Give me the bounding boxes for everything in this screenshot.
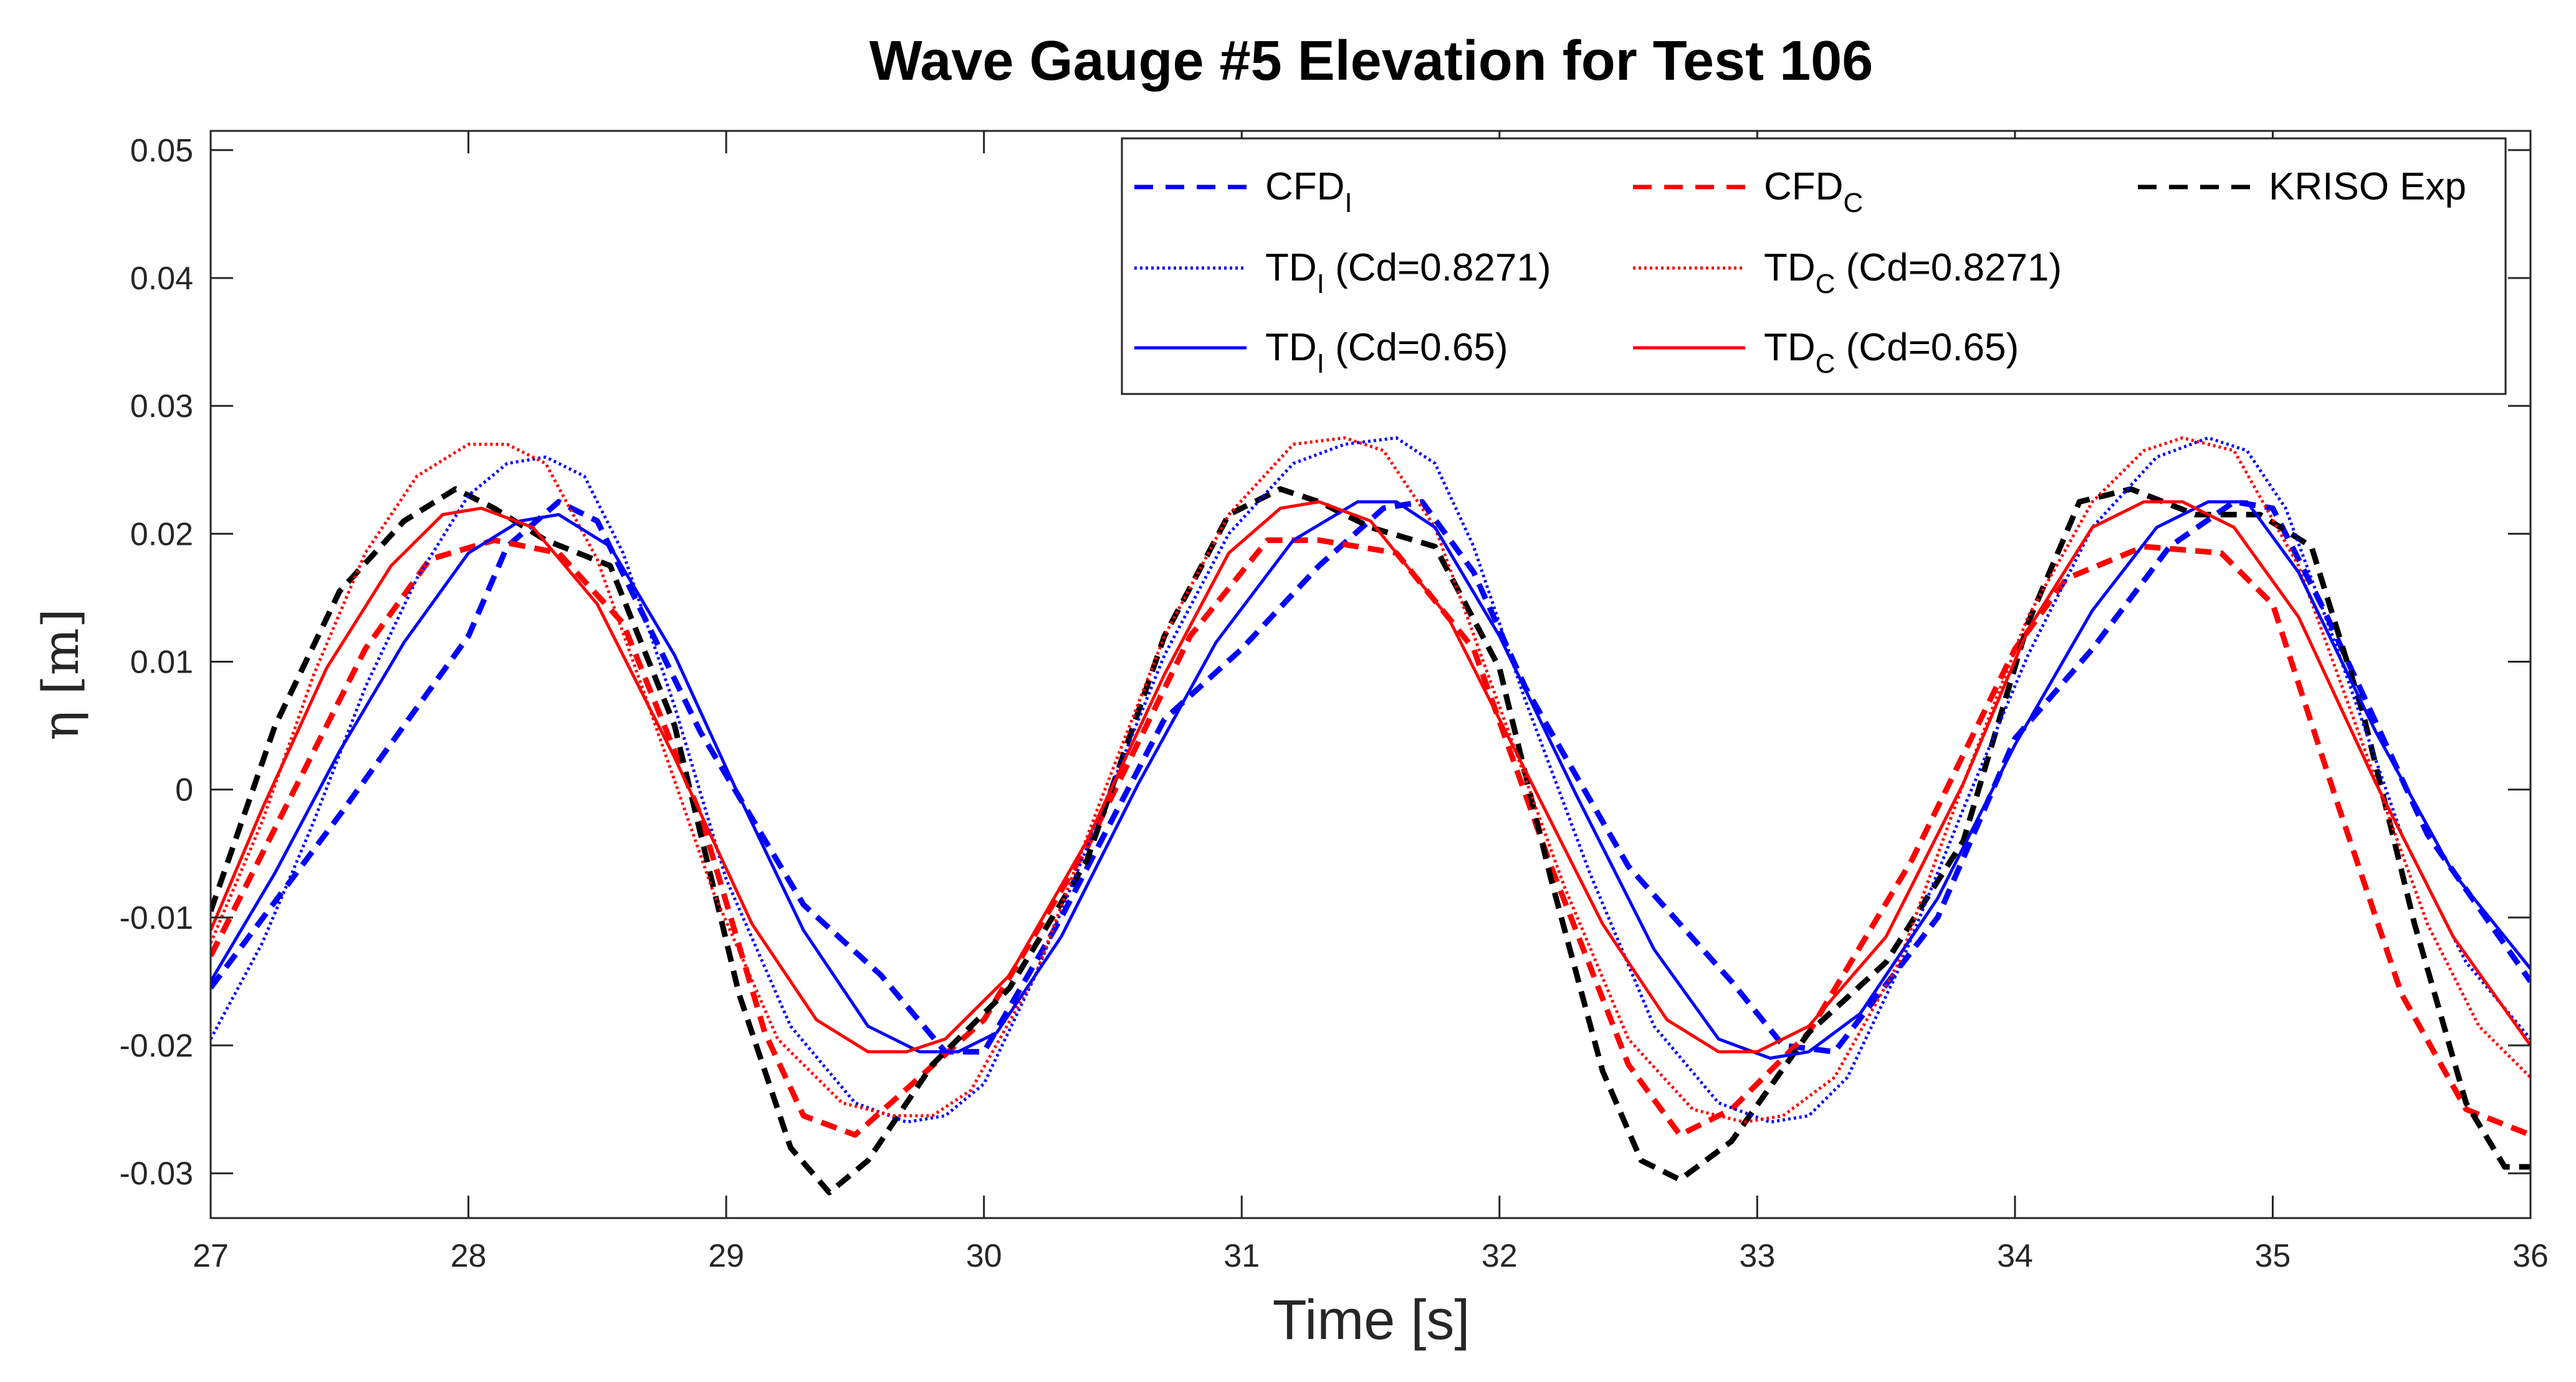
x-tick-label: 35: [2255, 1238, 2291, 1274]
plot-area: [211, 436, 2531, 1196]
x-tick-label: 33: [1739, 1238, 1775, 1274]
series-line-td-i-08271: [211, 436, 2531, 1124]
x-tick-label: 30: [966, 1238, 1002, 1274]
y-tick-label: 0.02: [130, 516, 193, 552]
y-axis-label: η [m]: [32, 608, 90, 741]
y-tick-label: -0.03: [119, 1156, 193, 1192]
x-tick-label: 27: [193, 1238, 229, 1274]
legend-label-kriso-exp: KRISO Exp: [2269, 165, 2466, 208]
legend-label-td-i-08271: TDI (Cd=0.8271): [1265, 246, 1551, 299]
y-tick-label: 0.03: [130, 388, 193, 425]
x-tick-label: 32: [1482, 1238, 1518, 1274]
axis-ticks: 27 28 29 30 31 32 33 34 35 36 -0.03 -0.02 -0.01 0 0.01…: [119, 131, 2549, 1274]
x-axis-label: Time [s]: [1273, 1289, 1470, 1351]
y-tick-label: 0.05: [130, 133, 193, 169]
legend-label-td-i-065: TDI (Cd=0.65): [1265, 326, 1508, 379]
x-tick-label: 36: [2512, 1238, 2549, 1274]
series-line-td-c-065: [211, 500, 2531, 1053]
series-line-cfd-c: [211, 537, 2531, 1138]
series-line-td-i-065: [211, 500, 2531, 1060]
x-tick-label: 31: [1223, 1238, 1260, 1274]
y-tick-label: 0.01: [130, 644, 193, 680]
legend: CFDI CFDC KRISO Exp TDI (Cd=0.8271) TDC (Cd=…: [1121, 137, 2507, 395]
legend-label-td-c-065: TDC (Cd=0.65): [1764, 326, 2019, 379]
legend-label-cfd-i: CFDI: [1265, 165, 1353, 218]
legend-label-cfd-c: CFDC: [1764, 165, 1863, 218]
legend-box: [1121, 137, 2507, 395]
series-line-td-c-08271: [211, 436, 2531, 1124]
y-tick-label: -0.01: [119, 900, 193, 936]
y-tick-label: -0.02: [119, 1028, 193, 1064]
x-tick-label: 34: [1997, 1238, 2033, 1274]
x-tick-label: 28: [451, 1238, 487, 1274]
x-tick-label: 29: [708, 1238, 744, 1274]
chart-title: Wave Gauge #5 Elevation for Test 106: [869, 30, 1874, 92]
axes-box: [209, 130, 2532, 1219]
y-tick-label: 0: [175, 772, 193, 809]
y-tick-label: 0.04: [130, 261, 193, 297]
legend-label-td-c-08271: TDC (Cd=0.8271): [1764, 246, 2062, 299]
